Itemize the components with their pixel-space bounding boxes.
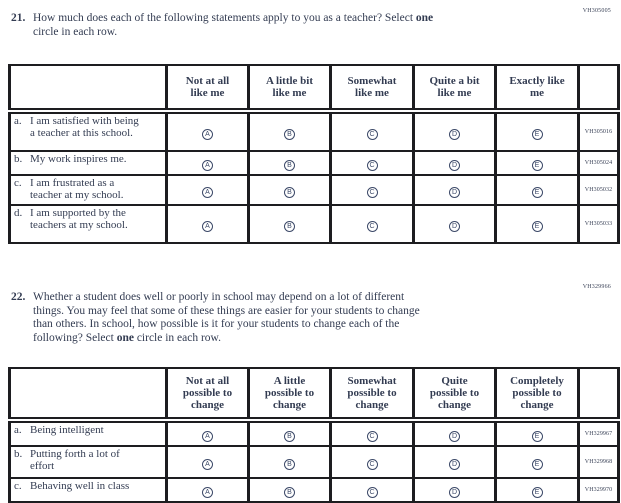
option-circle-a[interactable]: A — [202, 431, 213, 442]
row-statement: I am frustrated as a teacher at my schoo… — [30, 177, 124, 201]
table-row-b: b. My work inspires me. A B C D E VH3050… — [8, 150, 620, 176]
option-circle-e[interactable]: E — [531, 160, 543, 171]
column-header: Somewhat possible to change — [329, 367, 415, 423]
statement-column-header-empty — [8, 64, 168, 114]
option-circle-e[interactable]: E — [531, 487, 543, 498]
prompt-text: Whether a student does well or poorly in… — [33, 291, 405, 303]
row-letter: c. — [14, 480, 22, 492]
question-22: 22. Whether a student does well or poorl… — [0, 291, 573, 345]
table-row-c: c. I am frustrated as a teacher at my sc… — [8, 174, 620, 206]
option-circle-b[interactable]: B — [284, 459, 295, 470]
option-circle-a[interactable]: A — [202, 187, 213, 198]
table-row-a: a. I am satisfied with being a teacher a… — [8, 110, 620, 152]
option-circle-b[interactable]: B — [284, 129, 295, 140]
option-circle-d[interactable]: D — [449, 431, 460, 442]
option-circle-c[interactable]: C — [366, 487, 378, 498]
column-header: Quite possible to change — [412, 367, 497, 423]
header-row: Not at all possible to change A little p… — [8, 367, 620, 423]
row-letter: b. — [14, 153, 23, 165]
prompt-bold-word: one — [116, 331, 134, 344]
question-22-code: VH329966 — [582, 284, 611, 290]
code-column-header-empty — [577, 367, 620, 423]
row-statement: My work inspires me. — [30, 153, 127, 165]
column-header: Not at all possible to change — [165, 367, 250, 423]
response-table-q22: Not at all possible to change A little p… — [8, 367, 620, 503]
question-22-prompt: Whether a student does well or poorly in… — [33, 291, 573, 345]
item-code: VH305033 — [577, 204, 620, 244]
prompt-text: following? Select — [33, 331, 117, 344]
option-circle-c[interactable]: C — [366, 129, 378, 140]
option-circle-c[interactable]: C — [366, 221, 378, 232]
column-header: Exactly like me — [494, 64, 580, 114]
row-statement: Being intelligent — [30, 424, 104, 436]
prompt-bold-word: one — [415, 12, 434, 24]
table-row-a: a. Being intelligent A B C D E VH329967 — [8, 419, 620, 447]
option-circle-e[interactable]: E — [531, 129, 543, 140]
row-statement: I am supported by the teachers at my sch… — [30, 207, 128, 231]
prompt-text: circle in each row. — [133, 331, 221, 344]
row-letter: a. — [14, 115, 22, 127]
option-circle-d[interactable]: D — [449, 187, 460, 198]
question-21-code: VH305005 — [582, 8, 611, 14]
option-circle-d[interactable]: D — [449, 221, 460, 232]
option-circle-b[interactable]: B — [284, 221, 295, 232]
option-circle-e[interactable]: E — [531, 431, 543, 442]
option-circle-e[interactable]: E — [531, 221, 543, 232]
column-header: Not at all like me — [165, 64, 250, 114]
prompt-text: things. You may feel that some of these … — [33, 304, 420, 317]
item-code: VH329968 — [577, 445, 620, 479]
prompt-text: circle in each row. — [33, 25, 118, 38]
option-circle-b[interactable]: B — [284, 160, 295, 171]
code-column-header-empty — [577, 64, 620, 114]
column-header: Quite a bit like me — [412, 64, 497, 114]
row-statement: Behaving well in class — [30, 480, 130, 492]
question-22-number: 22. — [11, 291, 26, 303]
row-statement: Putting forth a lot of effort — [30, 448, 120, 472]
option-circle-b[interactable]: B — [284, 487, 295, 498]
table-row-d: d. I am supported by the teachers at my … — [8, 204, 620, 244]
row-letter: d. — [14, 207, 23, 219]
column-header: Somewhat like me — [329, 64, 415, 114]
option-circle-c[interactable]: C — [366, 160, 378, 171]
response-table-q21: Not at all like me A little bit like me … — [8, 64, 620, 244]
question-21: 21. How much does each of the following … — [0, 12, 573, 39]
header-row: Not at all like me A little bit like me … — [8, 64, 620, 114]
question-21-number: 21. — [11, 12, 26, 24]
column-header: A little possible to change — [247, 367, 332, 423]
option-circle-a[interactable]: A — [202, 160, 213, 171]
option-circle-e[interactable]: E — [531, 187, 543, 198]
question-21-prompt: How much does each of the following stat… — [33, 12, 573, 39]
option-circle-d[interactable]: D — [449, 129, 460, 140]
option-circle-a[interactable]: A — [202, 459, 213, 470]
option-circle-a[interactable]: A — [202, 129, 213, 140]
prompt-text: than others. In school, how possible is … — [33, 318, 400, 330]
row-letter: c. — [14, 177, 22, 189]
option-circle-c[interactable]: C — [366, 459, 378, 470]
option-circle-b[interactable]: B — [284, 431, 295, 442]
column-header: A little bit like me — [247, 64, 332, 114]
column-header: Completely possible to change — [494, 367, 580, 423]
row-letter: b. — [14, 448, 23, 460]
row-statement: I am satisfied with being a teacher at t… — [30, 115, 139, 139]
item-code: VH329970 — [577, 477, 620, 503]
option-circle-c[interactable]: C — [366, 431, 378, 442]
item-code: VH305032 — [577, 174, 620, 206]
table-row-b: b. Putting forth a lot of effort A B C D… — [8, 445, 620, 479]
option-circle-e[interactable]: E — [531, 459, 543, 470]
statement-column-header-empty — [8, 367, 168, 423]
option-circle-a[interactable]: A — [202, 487, 213, 498]
row-letter: a. — [14, 424, 22, 436]
item-code: VH305024 — [577, 150, 620, 176]
option-circle-a[interactable]: A — [202, 221, 213, 232]
table-row-c: c. Behaving well in class A B C D E VH32… — [8, 477, 620, 503]
option-circle-d[interactable]: D — [449, 459, 460, 470]
option-circle-c[interactable]: C — [366, 187, 378, 198]
option-circle-d[interactable]: D — [449, 487, 460, 498]
option-circle-b[interactable]: B — [284, 187, 295, 198]
option-circle-d[interactable]: D — [449, 160, 460, 171]
item-code: VH305016 — [577, 110, 620, 152]
prompt-text: How much does each of the following stat… — [33, 12, 416, 24]
item-code: VH329967 — [577, 419, 620, 447]
